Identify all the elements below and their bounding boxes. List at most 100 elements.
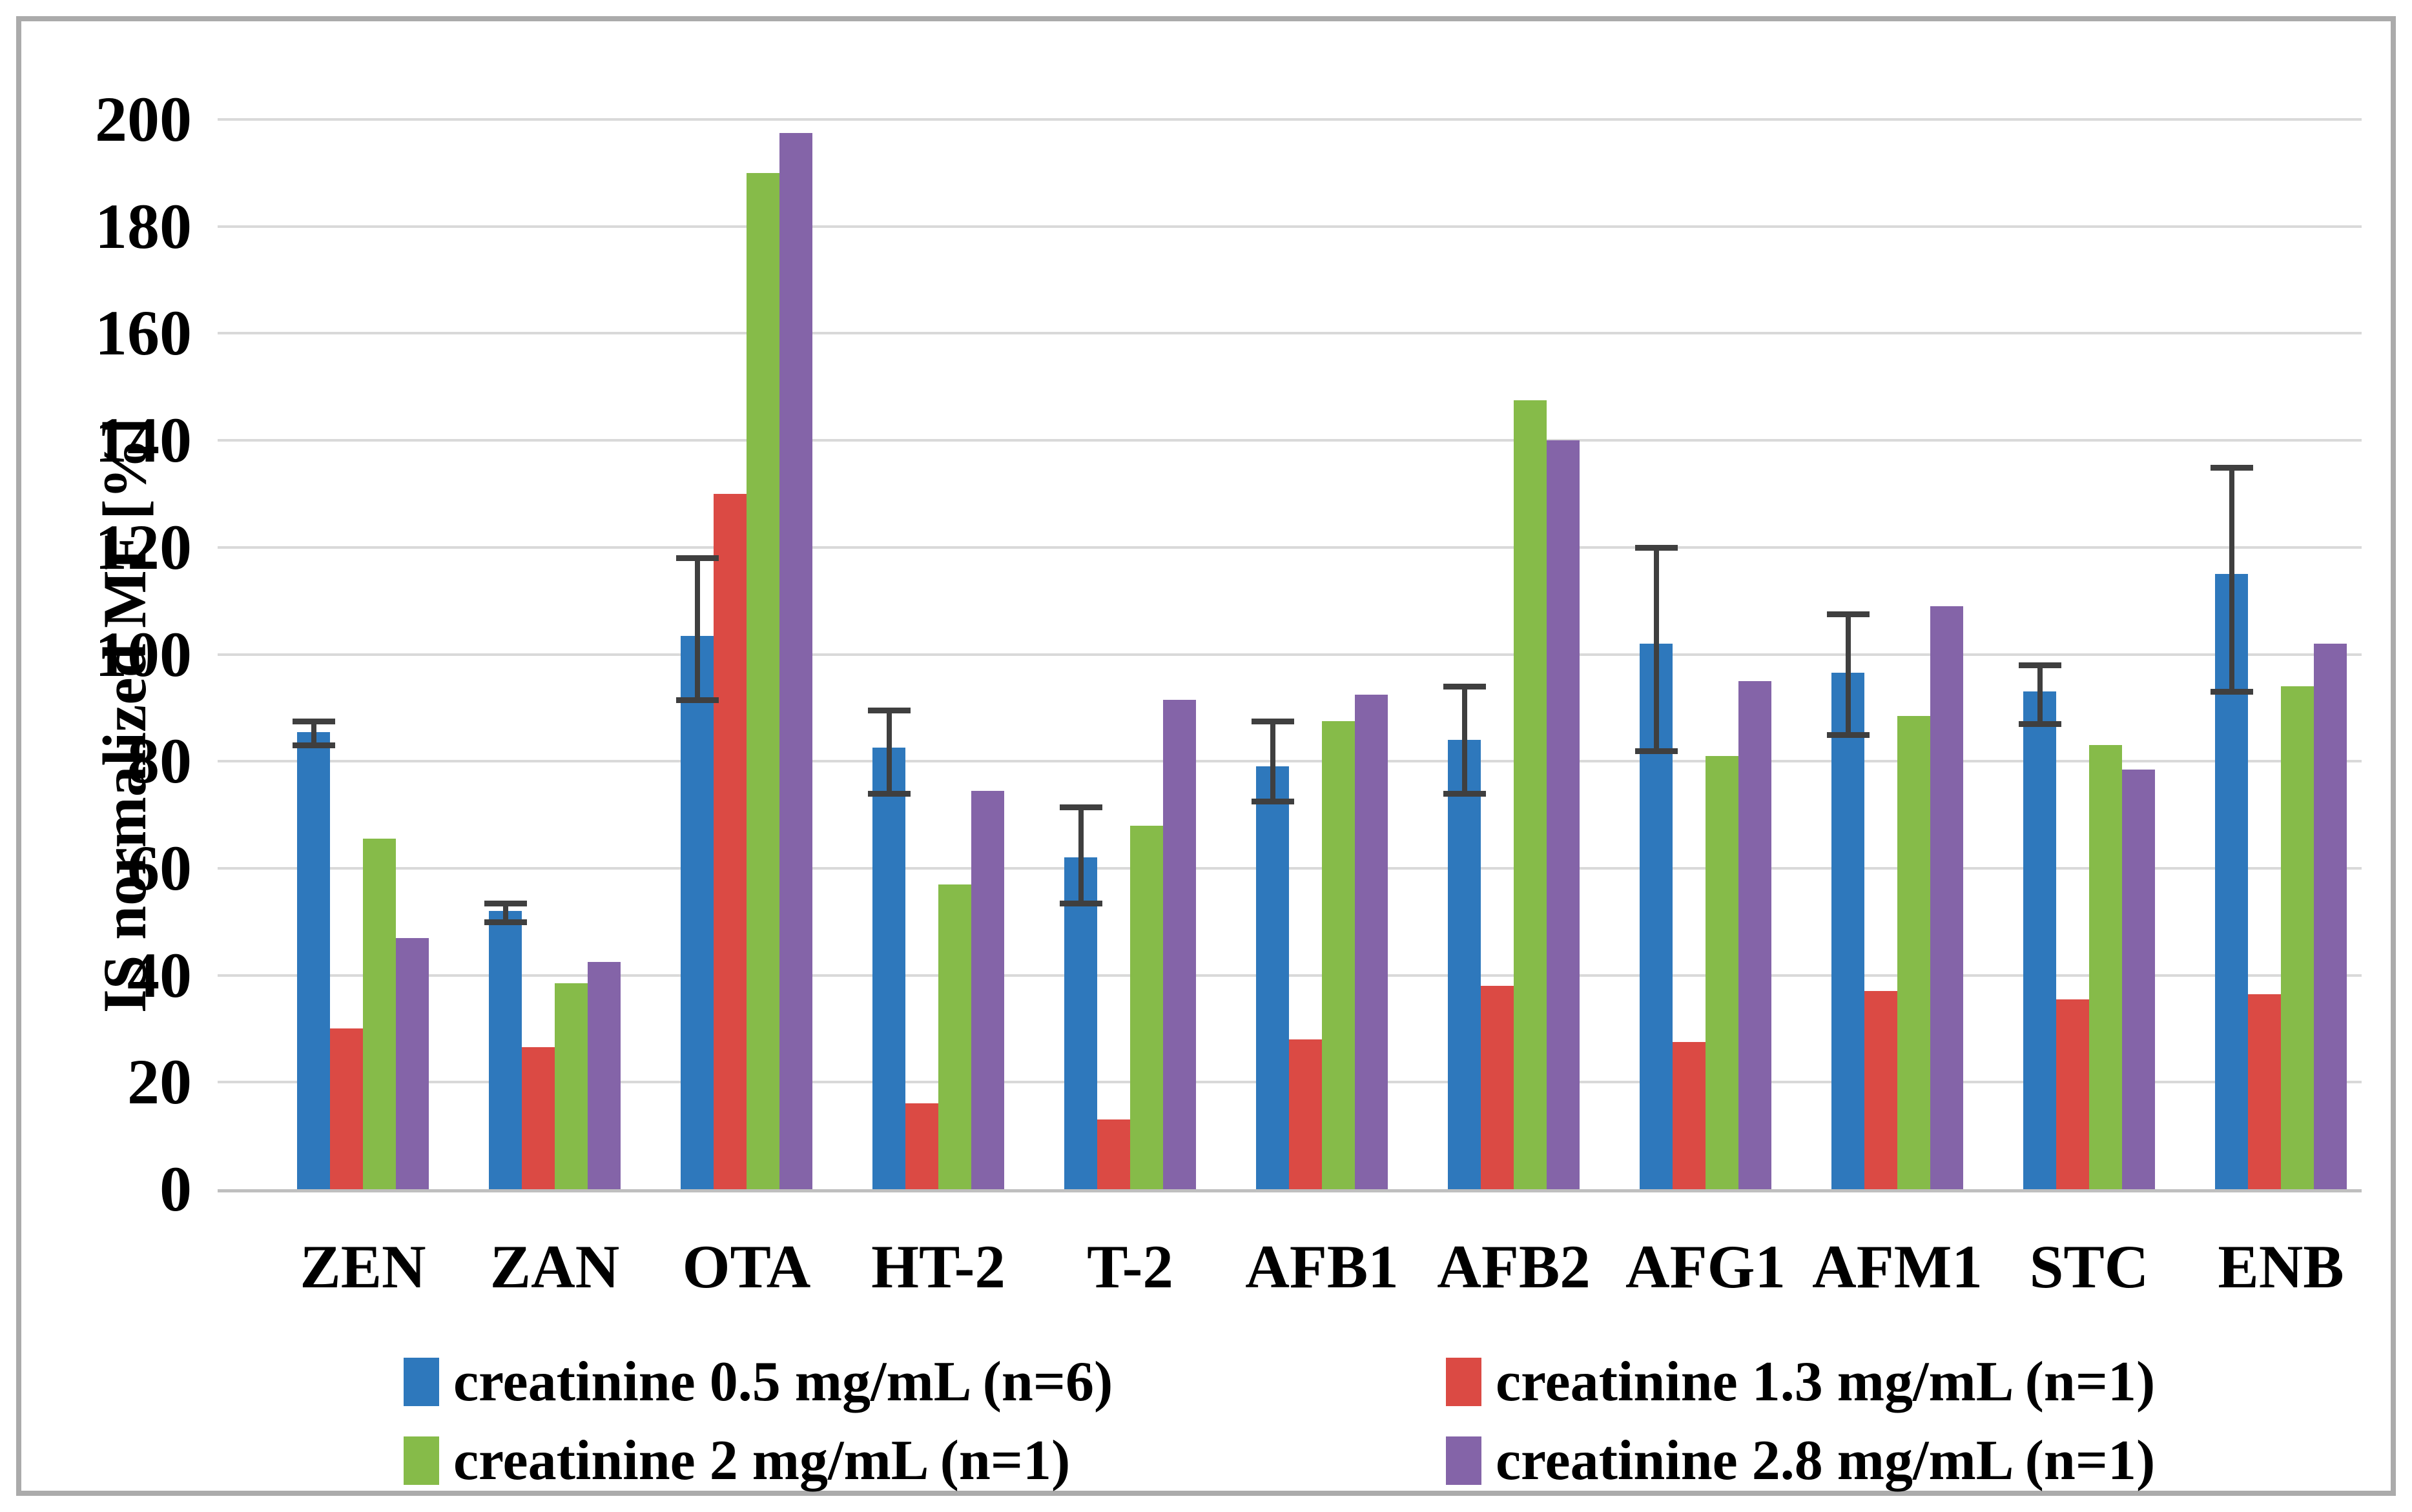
x-category-label-STC: STC <box>2029 1232 2149 1301</box>
y-tick-label-40: 40 <box>127 939 192 1011</box>
error-bar-HT-2-stem <box>886 710 892 793</box>
bar-STC-series-3 <box>2122 769 2155 1189</box>
x-axis-line <box>218 1189 2362 1192</box>
error-bar-T-2-cap-top <box>1059 804 1102 810</box>
legend-label: creatinine 2.8 mg/mL (n=1) <box>1496 1429 2156 1492</box>
error-bar-T-2-stem <box>1078 806 1084 903</box>
bar-STC-series-0 <box>2023 691 2056 1189</box>
error-bar-AFM1-cap-top <box>1826 611 1870 618</box>
bar-ZAN-series-2 <box>555 983 588 1189</box>
error-bar-HT-2-cap-bottom <box>867 790 911 797</box>
bar-T-2-series-3 <box>1163 699 1196 1189</box>
x-category-label-AFB2: AFB2 <box>1437 1232 1591 1301</box>
error-bar-T-2-cap-bottom <box>1059 900 1102 906</box>
bar-AFG1-series-1 <box>1673 1042 1706 1189</box>
error-bar-AFM1-cap-bottom <box>1826 731 1870 738</box>
bar-AFM1-series-1 <box>1864 991 1897 1189</box>
x-category-label-ZAN: ZAN <box>490 1232 620 1301</box>
gridline-y-140 <box>218 439 2362 442</box>
bar-AFB1-series-0 <box>1256 766 1289 1189</box>
error-bar-AFG1-cap-bottom <box>1634 748 1678 754</box>
error-bar-ZEN-cap-bottom <box>292 742 335 749</box>
bar-OTA-series-3 <box>779 132 812 1189</box>
error-bar-AFB1-stem <box>1270 721 1275 802</box>
bar-ENB-series-2 <box>2281 686 2314 1189</box>
bar-OTA-series-0 <box>681 635 714 1189</box>
legend-swatch-icon <box>1446 1436 1481 1485</box>
bar-AFB1-series-1 <box>1289 1039 1322 1189</box>
legend-label: creatinine 0.5 mg/mL (n=6) <box>453 1350 1113 1413</box>
x-category-label-ENB: ENB <box>2218 1232 2344 1301</box>
gridline-y-40 <box>218 974 2362 977</box>
bar-T-2-series-1 <box>1097 1119 1130 1189</box>
bar-AFB1-series-3 <box>1355 694 1388 1189</box>
error-bar-AFM1-stem <box>1845 614 1851 735</box>
error-bar-AFB2-cap-top <box>1443 684 1486 690</box>
error-bar-AFG1-stem <box>1653 547 1659 751</box>
y-tick-label-160: 160 <box>95 297 192 369</box>
chart-frame: IS normalized MF [%] 0 20 40 60 80 100 120 140 1… <box>16 16 2396 1496</box>
bar-AFG1-series-3 <box>1738 680 1771 1189</box>
bar-OTA-series-1 <box>714 493 747 1189</box>
bar-STC-series-2 <box>2089 745 2122 1189</box>
error-bar-OTA-cap-bottom <box>675 697 719 703</box>
legend-item-series-3: creatinine 2.8 mg/mL (n=1) <box>1446 1429 2155 1492</box>
x-category-label-AFB1: AFB1 <box>1245 1232 1399 1301</box>
gridline-y-80 <box>218 760 2362 763</box>
bar-ZAN-series-1 <box>522 1047 555 1189</box>
bar-AFB2-series-0 <box>1448 740 1481 1189</box>
error-bar-STC-stem <box>2037 665 2043 724</box>
error-bar-ZEN-cap-top <box>292 719 335 725</box>
error-bar-ZAN-cap-top <box>484 900 527 906</box>
bar-HT-2-series-3 <box>971 790 1004 1189</box>
gridline-y-180 <box>218 225 2362 228</box>
gridline-y-160 <box>218 332 2362 335</box>
legend-swatch-icon <box>404 1436 439 1485</box>
x-category-label-AFG1: AFG1 <box>1625 1232 1786 1301</box>
error-bar-ZEN-stem <box>311 721 316 746</box>
error-bar-AFB2-stem <box>1461 686 1467 793</box>
error-bar-OTA-stem <box>694 558 700 700</box>
legend-item-series-2: creatinine 2 mg/mL (n=1) <box>404 1429 1070 1492</box>
legend-item-series-1: creatinine 1.3 mg/mL (n=1) <box>1446 1351 2155 1413</box>
error-bar-ENB-cap-bottom <box>2210 689 2253 695</box>
error-bar-ZAN-cap-bottom <box>484 919 527 925</box>
bar-AFB2-series-2 <box>1514 400 1547 1189</box>
y-tick-label-180: 180 <box>95 190 192 262</box>
y-tick-label-200: 200 <box>95 83 192 155</box>
bar-ZEN-series-3 <box>396 937 429 1189</box>
gridline-y-120 <box>218 546 2362 549</box>
chart-plot-area <box>21 21 2391 1491</box>
error-bar-AFB1-cap-top <box>1251 719 1294 725</box>
bar-AFG1-series-2 <box>1706 755 1738 1189</box>
gridline-y-100 <box>218 653 2362 656</box>
error-bar-ENB-stem <box>2229 467 2234 692</box>
bar-ZEN-series-0 <box>297 731 330 1189</box>
error-bar-AFB2-cap-bottom <box>1443 790 1486 797</box>
y-tick-label-60: 60 <box>127 832 192 904</box>
bar-AFM1-series-2 <box>1897 715 1930 1189</box>
error-bar-STC-cap-bottom <box>2018 721 2061 728</box>
legend-label: creatinine 2 mg/mL (n=1) <box>453 1429 1071 1492</box>
error-bar-ENB-cap-top <box>2210 464 2253 471</box>
bar-ENB-series-3 <box>2314 643 2347 1189</box>
bar-AFM1-series-3 <box>1930 606 1963 1189</box>
error-bar-AFG1-cap-top <box>1634 544 1678 551</box>
x-category-label-OTA: OTA <box>682 1232 811 1301</box>
y-tick-label-20: 20 <box>127 1046 192 1118</box>
bar-OTA-series-2 <box>747 172 779 1189</box>
x-category-label-ZEN: ZEN <box>300 1232 426 1301</box>
error-bar-OTA-cap-top <box>675 555 719 562</box>
gridline-y-200 <box>218 118 2362 121</box>
x-category-label-AFM1: AFM1 <box>1812 1232 1983 1301</box>
bar-ENB-series-1 <box>2248 994 2281 1189</box>
bar-ZAN-series-0 <box>489 911 522 1189</box>
bar-HT-2-series-0 <box>872 748 905 1189</box>
error-bar-AFB1-cap-bottom <box>1251 799 1294 805</box>
error-bar-HT-2-cap-top <box>867 708 911 714</box>
bar-AFB1-series-2 <box>1322 721 1355 1189</box>
bar-ZEN-series-2 <box>363 839 396 1189</box>
x-category-label-HT-2: HT-2 <box>871 1232 1005 1301</box>
legend-swatch-icon <box>404 1357 439 1406</box>
